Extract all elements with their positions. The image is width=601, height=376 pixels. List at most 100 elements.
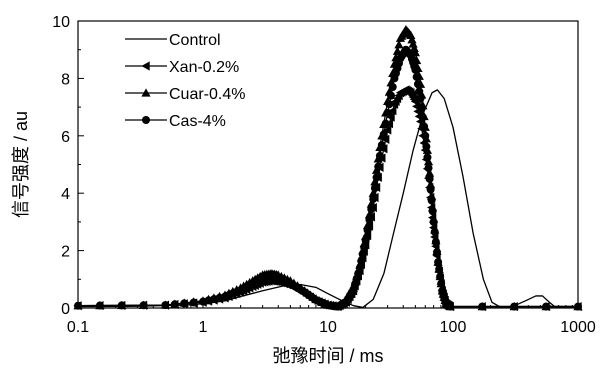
data-point-cas-4 xyxy=(170,300,179,309)
data-point-cas-4 xyxy=(421,131,430,140)
data-point-cas-4 xyxy=(429,217,438,226)
data-point-cas-4 xyxy=(416,94,425,103)
legend-label: Control xyxy=(169,32,221,49)
data-point-cuar-0-4 xyxy=(409,43,419,52)
data-point-cas-4 xyxy=(510,302,519,311)
data-point-cas-4 xyxy=(417,103,426,112)
data-point-cas-4 xyxy=(418,113,427,122)
data-point-cas-4 xyxy=(361,236,370,245)
data-point-cas-4 xyxy=(377,141,386,150)
data-point-cas-4 xyxy=(383,108,392,117)
y-tick-label: 2 xyxy=(61,244,70,261)
legend-item-control: Control xyxy=(125,32,221,49)
data-point-cas-4 xyxy=(372,173,381,182)
x-tick-label: 100 xyxy=(440,319,467,336)
data-point-cas-4 xyxy=(358,250,367,259)
legend-item-cas-4: Cas-4% xyxy=(125,113,226,130)
x-tick-label: 10 xyxy=(319,319,337,336)
data-point-cas-4 xyxy=(436,272,445,281)
data-point-cuar-0-4 xyxy=(406,30,416,40)
data-point-cas-4 xyxy=(370,184,379,193)
data-point-cas-4 xyxy=(423,153,432,162)
data-point-cas-4 xyxy=(427,196,436,205)
tick-layer: 0.1 1 10 100 1000 0 2 4 6 8 10 xyxy=(52,14,596,336)
data-point-cas-4 xyxy=(428,207,437,216)
series-line-cas-4 xyxy=(77,49,578,308)
data-point-cas-4 xyxy=(426,185,435,194)
series-line-control xyxy=(77,89,578,309)
y-tick-label: 4 xyxy=(61,186,70,203)
legend-item-cuar-0-4: Cuar-0.4% xyxy=(125,86,245,103)
data-point-cas-4 xyxy=(420,122,429,131)
data-point-cas-4 xyxy=(412,72,421,81)
data-point-cas-4 xyxy=(413,80,422,89)
series-cuar-0-4 xyxy=(73,25,583,311)
y-tick-label: 8 xyxy=(61,71,70,88)
data-point-cas-4 xyxy=(385,100,394,109)
data-point-cas-4 xyxy=(432,248,441,257)
data-point-cas-4 xyxy=(374,162,383,171)
data-point-cas-4 xyxy=(381,119,390,128)
data-point-cas-4 xyxy=(415,87,424,96)
series-cas-4 xyxy=(74,45,582,311)
data-point-cas-4 xyxy=(180,299,189,308)
data-point-xan-0-2 xyxy=(386,112,395,122)
x-tick-label: 0.1 xyxy=(67,319,89,336)
x-axis-label: 弛豫时间 / ms xyxy=(273,346,384,366)
legend-swatch-marker xyxy=(141,88,151,97)
data-point-cas-4 xyxy=(189,298,198,307)
data-point-cas-4 xyxy=(365,215,374,224)
series-layer xyxy=(73,25,583,312)
data-point-cas-4 xyxy=(431,237,440,246)
data-point-xan-0-2 xyxy=(383,125,392,135)
plot-frame xyxy=(77,20,579,309)
data-point-cas-4 xyxy=(411,65,420,74)
x-tick-label: 1000 xyxy=(560,319,596,336)
data-point-cas-4 xyxy=(478,302,487,311)
data-point-cas-4 xyxy=(379,130,388,139)
data-point-cas-4 xyxy=(367,205,376,214)
legend-label: Cuar-0.4% xyxy=(169,86,245,103)
data-point-cas-4 xyxy=(424,164,433,173)
data-point-xan-0-2 xyxy=(388,106,397,116)
data-point-cas-4 xyxy=(430,227,439,236)
data-point-cuar-0-4 xyxy=(366,199,376,208)
y-axis-label: 信号强度 / au xyxy=(11,111,31,218)
data-point-cas-4 xyxy=(542,302,551,311)
data-point-cas-4 xyxy=(355,263,364,272)
y-tick-label: 0 xyxy=(61,301,70,318)
data-point-cas-4 xyxy=(363,226,372,235)
data-point-cas-4 xyxy=(360,243,369,252)
series-line-cuar-0-4 xyxy=(77,28,578,308)
data-point-cas-4 xyxy=(434,258,443,267)
data-point-cas-4 xyxy=(357,257,366,266)
data-point-cas-4 xyxy=(375,151,384,160)
legend: Control Xan-0.2% Cuar-0.4% Cas-4% xyxy=(125,32,245,130)
data-point-cas-4 xyxy=(387,91,396,100)
series-control xyxy=(77,89,578,309)
series-line-xan-0-2 xyxy=(77,89,578,308)
data-point-cuar-0-4 xyxy=(364,210,375,219)
data-point-cas-4 xyxy=(435,265,444,274)
legend-swatch-marker xyxy=(141,61,150,71)
data-point-cuar-0-4 xyxy=(368,188,378,197)
legend-label: Cas-4% xyxy=(169,113,226,130)
data-point-cas-4 xyxy=(422,142,431,151)
data-point-cas-4 xyxy=(388,83,397,92)
data-point-cas-4 xyxy=(437,279,446,288)
data-point-cuar-0-4 xyxy=(408,39,418,48)
x-tick-label: 1 xyxy=(199,319,208,336)
data-point-cuar-0-4 xyxy=(407,35,417,44)
y-tick-label: 10 xyxy=(52,14,70,31)
data-point-cas-4 xyxy=(369,194,378,203)
data-point-cuar-0-4 xyxy=(394,40,404,49)
data-point-cuar-0-4 xyxy=(370,177,380,186)
data-point-cas-4 xyxy=(139,301,148,310)
legend-label: Xan-0.2% xyxy=(169,59,239,76)
y-tick-label: 6 xyxy=(61,129,70,146)
data-point-cas-4 xyxy=(425,174,434,183)
legend-item-xan-0-2: Xan-0.2% xyxy=(125,59,239,76)
legend-swatch-marker xyxy=(142,116,150,124)
